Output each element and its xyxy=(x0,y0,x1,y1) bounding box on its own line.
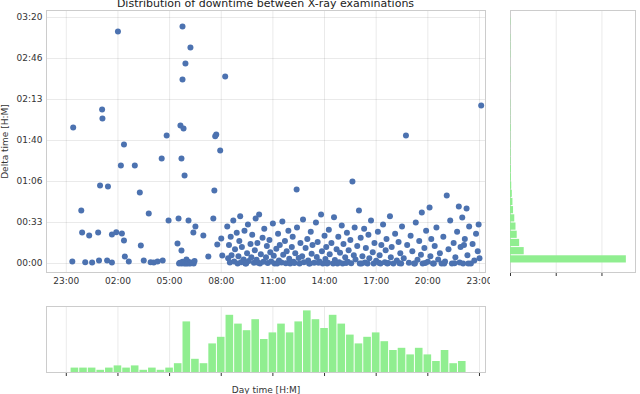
svg-text:17:00: 17:00 xyxy=(363,276,389,286)
svg-text:Day time [H:M]: Day time [H:M] xyxy=(232,385,300,394)
svg-text:Delta time [H:M]: Delta time [H:M] xyxy=(0,104,10,179)
svg-text:02:46: 02:46 xyxy=(17,53,43,63)
svg-text:05:00: 05:00 xyxy=(157,276,183,286)
svg-text:23:00: 23:00 xyxy=(53,276,79,286)
svg-text:01:06: 01:06 xyxy=(17,176,43,186)
svg-text:00:33: 00:33 xyxy=(17,217,43,227)
svg-text:00:00: 00:00 xyxy=(17,258,43,268)
svg-text:02:13: 02:13 xyxy=(17,94,43,104)
svg-text:01:40: 01:40 xyxy=(17,135,43,145)
svg-text:20:00: 20:00 xyxy=(415,276,441,286)
svg-text:14:00: 14:00 xyxy=(312,276,338,286)
svg-text:08:00: 08:00 xyxy=(208,276,234,286)
svg-text:02:00: 02:00 xyxy=(105,276,131,286)
svg-text:23:00: 23:00 xyxy=(467,276,490,286)
svg-text:11:00: 11:00 xyxy=(260,276,286,286)
svg-text:03:20: 03:20 xyxy=(17,12,43,22)
